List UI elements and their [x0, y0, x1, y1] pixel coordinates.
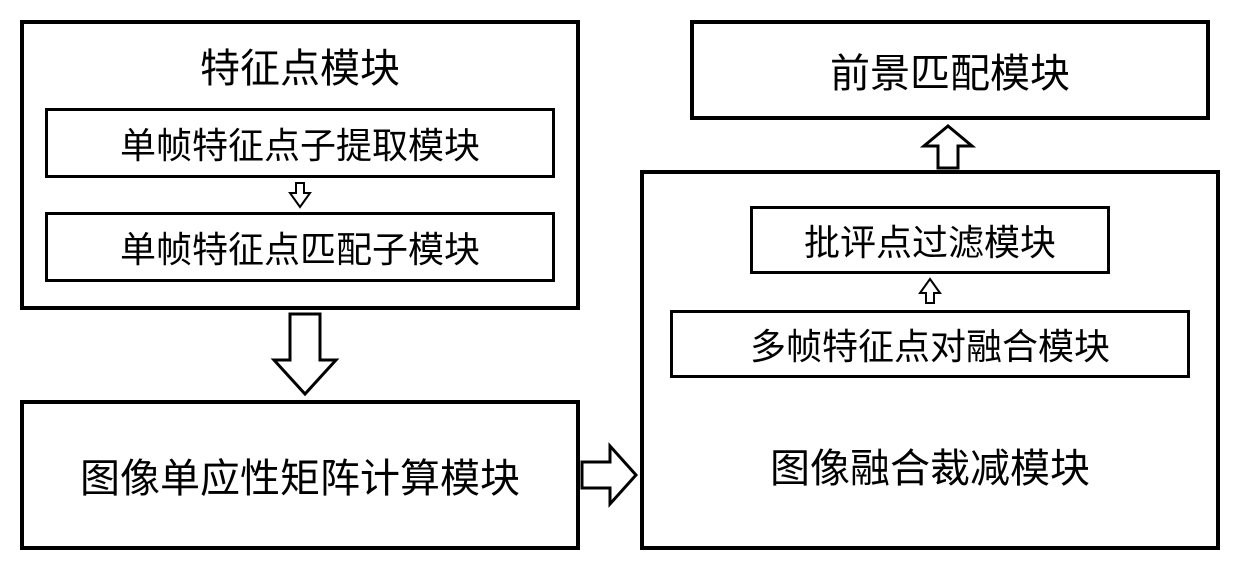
extract-submodule-box: 单帧特征点子提取模块 [45, 108, 555, 178]
homography-module-title: 图像单应性矩阵计算模块 [80, 446, 520, 504]
feature-module-box: 特征点模块 单帧特征点子提取模块 单帧特征点匹配子模块 [20, 20, 580, 310]
match-submodule-label: 单帧特征点匹配子模块 [120, 221, 480, 273]
fusion-module-title: 图像融合裁减模块 [770, 436, 1090, 494]
filter-submodule-box: 批评点过滤模块 [750, 206, 1110, 274]
fg-match-module-box: 前景匹配模块 [690, 20, 1210, 120]
match-submodule-box: 单帧特征点匹配子模块 [45, 212, 555, 282]
filter-submodule-label: 批评点过滤模块 [804, 214, 1056, 266]
merge-submodule-box: 多帧特征点对融合模块 [670, 310, 1190, 378]
arrow-merge-to-filter-icon [915, 276, 945, 306]
arrow-extract-to-match-icon [285, 180, 315, 210]
arrow-fusion-to-fgmatch-icon [920, 122, 976, 175]
fusion-module-box: 批评点过滤模块 多帧特征点对融合模块 图像融合裁减模块 [640, 170, 1220, 550]
homography-module-box: 图像单应性矩阵计算模块 [20, 400, 580, 550]
fg-match-module-title: 前景匹配模块 [830, 41, 1070, 99]
feature-module-title: 特征点模块 [200, 36, 400, 94]
extract-submodule-label: 单帧特征点子提取模块 [120, 117, 480, 169]
arrow-feature-to-homography-icon [270, 312, 340, 403]
arrow-homography-to-fusion-icon [580, 440, 640, 515]
merge-submodule-label: 多帧特征点对融合模块 [750, 318, 1110, 370]
